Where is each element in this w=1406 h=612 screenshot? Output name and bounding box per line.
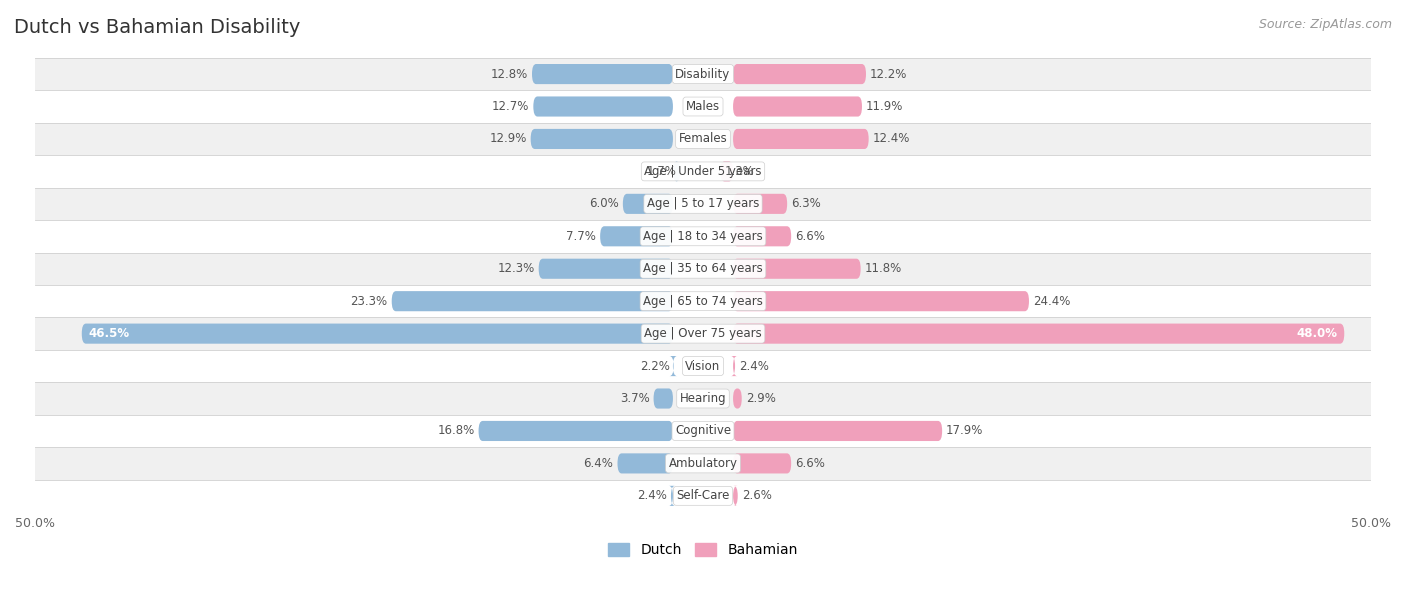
FancyBboxPatch shape [733,64,866,84]
Text: Males: Males [686,100,720,113]
Text: 6.3%: 6.3% [792,197,821,211]
FancyBboxPatch shape [533,97,673,116]
Text: Hearing: Hearing [679,392,727,405]
FancyBboxPatch shape [82,324,673,344]
Text: 16.8%: 16.8% [437,425,475,438]
Text: Vision: Vision [685,360,721,373]
Bar [35,447,1371,480]
FancyBboxPatch shape [392,291,673,312]
Bar [35,253,1371,285]
Text: 6.0%: 6.0% [589,197,619,211]
Text: 6.6%: 6.6% [796,457,825,470]
FancyBboxPatch shape [733,226,792,247]
FancyBboxPatch shape [538,259,673,279]
FancyBboxPatch shape [654,389,673,409]
Text: Age | 5 to 17 years: Age | 5 to 17 years [647,197,759,211]
FancyBboxPatch shape [733,389,742,409]
Text: 12.3%: 12.3% [498,262,534,275]
Text: 1.7%: 1.7% [647,165,676,178]
Text: 2.6%: 2.6% [742,490,772,502]
FancyBboxPatch shape [617,453,673,474]
FancyBboxPatch shape [669,356,678,376]
Text: 12.4%: 12.4% [873,132,910,146]
Bar [35,285,1371,318]
FancyBboxPatch shape [530,129,673,149]
Text: Self-Care: Self-Care [676,490,730,502]
FancyBboxPatch shape [733,324,1344,344]
Bar [35,58,1371,91]
Text: 2.2%: 2.2% [640,360,669,373]
Text: 23.3%: 23.3% [350,295,388,308]
Bar [35,188,1371,220]
FancyBboxPatch shape [531,64,673,84]
Text: Cognitive: Cognitive [675,425,731,438]
FancyBboxPatch shape [733,421,942,441]
FancyBboxPatch shape [669,486,675,506]
Legend: Dutch, Bahamian: Dutch, Bahamian [602,536,804,564]
Text: 3.7%: 3.7% [620,392,650,405]
Text: 11.8%: 11.8% [865,262,901,275]
Text: Age | 65 to 74 years: Age | 65 to 74 years [643,295,763,308]
Text: 12.8%: 12.8% [491,67,529,81]
FancyBboxPatch shape [733,129,869,149]
Bar [35,220,1371,253]
FancyBboxPatch shape [673,162,681,182]
Text: Age | 18 to 34 years: Age | 18 to 34 years [643,230,763,243]
Bar [35,318,1371,350]
Bar [35,350,1371,382]
Text: Source: ZipAtlas.com: Source: ZipAtlas.com [1258,18,1392,31]
Text: 48.0%: 48.0% [1296,327,1337,340]
FancyBboxPatch shape [733,259,860,279]
Text: Disability: Disability [675,67,731,81]
FancyBboxPatch shape [731,356,737,376]
Text: 12.9%: 12.9% [489,132,527,146]
Text: Age | Under 5 years: Age | Under 5 years [644,165,762,178]
FancyBboxPatch shape [478,421,673,441]
Text: 7.7%: 7.7% [567,230,596,243]
Text: 2.9%: 2.9% [745,392,776,405]
FancyBboxPatch shape [623,194,673,214]
Text: 17.9%: 17.9% [946,425,984,438]
Text: 1.3%: 1.3% [724,165,754,178]
Text: 46.5%: 46.5% [89,327,129,340]
Text: Dutch vs Bahamian Disability: Dutch vs Bahamian Disability [14,18,301,37]
Bar [35,382,1371,415]
Text: 2.4%: 2.4% [740,360,769,373]
Bar [35,480,1371,512]
FancyBboxPatch shape [733,97,862,116]
FancyBboxPatch shape [733,194,787,214]
Text: Age | 35 to 64 years: Age | 35 to 64 years [643,262,763,275]
Bar [35,123,1371,155]
Text: 24.4%: 24.4% [1033,295,1070,308]
Text: Ambulatory: Ambulatory [668,457,738,470]
FancyBboxPatch shape [720,162,733,182]
FancyBboxPatch shape [733,486,738,506]
FancyBboxPatch shape [733,453,792,474]
Bar [35,155,1371,188]
Text: 11.9%: 11.9% [866,100,904,113]
Text: 2.4%: 2.4% [637,490,666,502]
Text: 6.6%: 6.6% [796,230,825,243]
Text: 6.4%: 6.4% [583,457,613,470]
Text: Age | Over 75 years: Age | Over 75 years [644,327,762,340]
FancyBboxPatch shape [733,291,1029,312]
Text: Females: Females [679,132,727,146]
Bar [35,91,1371,123]
Bar [35,415,1371,447]
Text: 12.2%: 12.2% [870,67,907,81]
FancyBboxPatch shape [600,226,673,247]
Text: 12.7%: 12.7% [492,100,529,113]
